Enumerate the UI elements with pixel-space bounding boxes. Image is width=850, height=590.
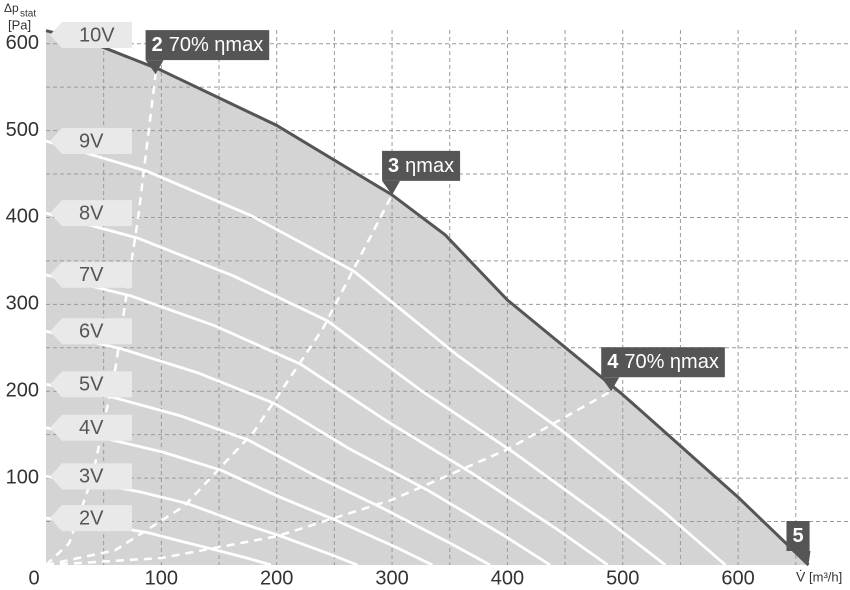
y-tick-label: 600	[6, 32, 39, 54]
point-callout: 3 ηmax	[382, 150, 461, 195]
voltage-curve	[45, 273, 609, 567]
voltage-label: 10V	[50, 22, 132, 48]
voltage-label-text: 9V	[79, 130, 104, 152]
x-tick-label: 500	[606, 567, 639, 589]
x-tick-label: 600	[721, 567, 754, 589]
voltage-label: 2V	[50, 505, 132, 532]
x-tick-label: 100	[145, 567, 178, 589]
voltage-label-box	[50, 505, 132, 532]
callout-box	[786, 521, 810, 551]
callout-label: 70% ηmax	[169, 34, 263, 56]
callout-pointer	[792, 551, 811, 565]
voltage-curve	[45, 139, 727, 567]
y-axis-subscript: stat	[20, 9, 36, 20]
x-tick-label: 400	[491, 567, 524, 589]
y-tick-label: 400	[6, 206, 39, 228]
point-callout: 5	[786, 521, 811, 565]
callout-pointer	[601, 377, 620, 392]
voltage-label-box	[50, 261, 132, 288]
voltage-label: 5V	[50, 371, 132, 398]
y-axis-unit: [Pa]	[8, 17, 31, 32]
voltage-label: 9V	[50, 128, 132, 154]
point-callout: 4 70% ηmax	[601, 347, 725, 392]
callout-box	[145, 30, 270, 61]
voltage-label: 3V	[50, 463, 132, 490]
voltage-label-box	[50, 200, 132, 227]
voltage-label: 6V	[50, 318, 132, 345]
callout-box	[382, 150, 461, 181]
callout-pointer	[145, 60, 164, 75]
operating-area	[46, 30, 809, 565]
x-tick-label: 0	[28, 567, 39, 589]
x-axis-symbol: V̇	[796, 569, 806, 585]
x-tick-label: 300	[375, 567, 408, 589]
point-callout: 2 70% ηmax	[145, 30, 270, 75]
callout-text: 4 70% ηmax	[607, 352, 719, 374]
voltage-label: 4V	[50, 414, 132, 441]
voltage-label: 8V	[50, 200, 132, 227]
callout-label: 70% ηmax	[624, 352, 719, 374]
callout-text: 2 70% ηmax	[152, 34, 264, 56]
x-axis-unit: [m³/h]	[809, 569, 842, 584]
callout-number: 4	[607, 352, 619, 374]
voltage-label-text: 2V	[79, 507, 104, 529]
y-tick-label: 200	[6, 380, 39, 402]
y-tick-label: 300	[6, 293, 39, 315]
voltage-label-box	[50, 128, 132, 154]
callout-number: 5	[792, 525, 803, 547]
voltage-label-box	[50, 463, 132, 490]
voltage-label-text: 5V	[79, 374, 104, 396]
voltage-label-text: 7V	[79, 264, 104, 286]
voltage-curve	[45, 329, 551, 567]
callout-number: 2	[152, 34, 163, 56]
voltage-label-box	[50, 414, 132, 441]
callout-text: 3 ηmax	[388, 155, 454, 177]
callout-box	[601, 347, 725, 378]
y-tick-label: 500	[6, 119, 39, 141]
voltage-label-box	[50, 371, 132, 398]
callout-text: 5	[792, 525, 803, 547]
voltage-label-box	[50, 318, 132, 345]
y-axis-symbol: Δp	[4, 1, 19, 15]
voltage-label-box	[50, 22, 132, 48]
callout-number: 3	[388, 155, 399, 177]
callout-label: ηmax	[405, 155, 454, 177]
voltage-label-text: 8V	[79, 202, 104, 224]
x-tick-label: 200	[260, 567, 293, 589]
callout-pointer	[382, 180, 401, 195]
voltage-label-text: 6V	[79, 321, 104, 343]
voltage-label-text: 10V	[79, 24, 115, 46]
voltage-label-text: 3V	[79, 466, 104, 488]
y-tick-label: 100	[6, 466, 39, 488]
voltage-curve	[45, 211, 667, 567]
voltage-curve	[45, 29, 810, 567]
voltage-label-text: 4V	[79, 417, 104, 439]
voltage-curve	[45, 382, 491, 567]
voltage-label: 7V	[50, 261, 132, 288]
